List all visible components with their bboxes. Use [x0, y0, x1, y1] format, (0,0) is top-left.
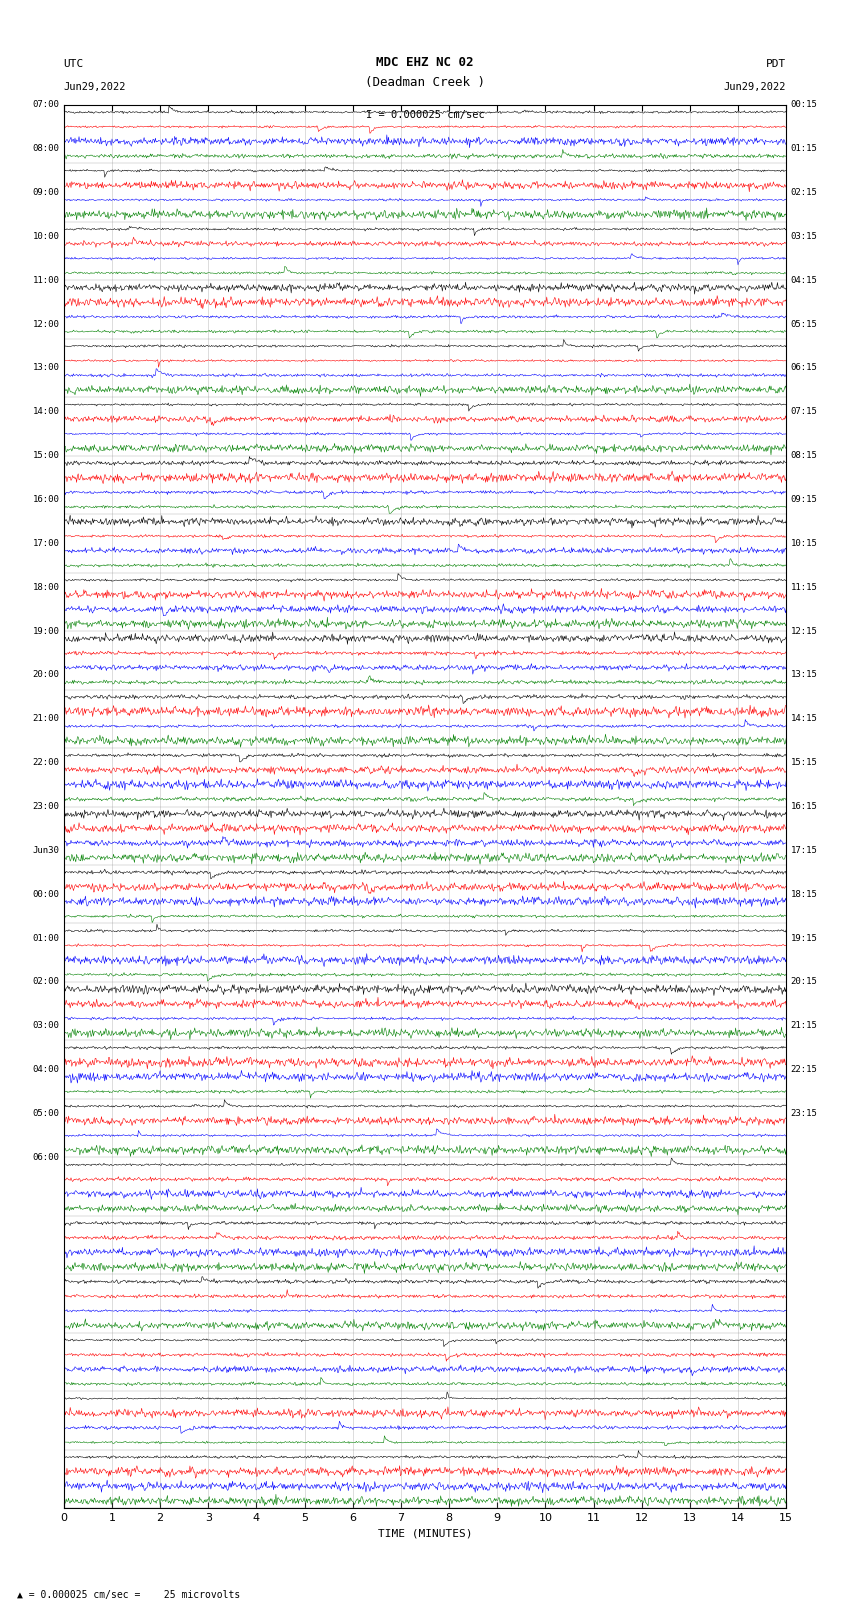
Text: 18:00: 18:00 — [32, 582, 60, 592]
Text: 21:15: 21:15 — [790, 1021, 818, 1031]
Text: UTC: UTC — [64, 60, 84, 69]
Text: 19:00: 19:00 — [32, 626, 60, 636]
Text: 20:00: 20:00 — [32, 671, 60, 679]
Text: 05:00: 05:00 — [32, 1110, 60, 1118]
Text: 07:00: 07:00 — [32, 100, 60, 110]
Text: 19:15: 19:15 — [790, 934, 818, 942]
Text: I = 0.000025 cm/sec: I = 0.000025 cm/sec — [366, 110, 484, 119]
Text: 07:15: 07:15 — [790, 408, 818, 416]
Text: 11:00: 11:00 — [32, 276, 60, 286]
Text: 06:00: 06:00 — [32, 1153, 60, 1161]
Text: 09:00: 09:00 — [32, 189, 60, 197]
Text: 00:00: 00:00 — [32, 890, 60, 898]
Text: 05:15: 05:15 — [790, 319, 818, 329]
Text: ▲ = 0.000025 cm/sec =    25 microvolts: ▲ = 0.000025 cm/sec = 25 microvolts — [17, 1590, 241, 1600]
Text: 09:15: 09:15 — [790, 495, 818, 503]
Text: 14:00: 14:00 — [32, 408, 60, 416]
Text: 17:00: 17:00 — [32, 539, 60, 548]
Text: 03:15: 03:15 — [790, 232, 818, 240]
Text: 20:15: 20:15 — [790, 977, 818, 987]
Text: 01:00: 01:00 — [32, 934, 60, 942]
Text: 06:15: 06:15 — [790, 363, 818, 373]
Text: 13:00: 13:00 — [32, 363, 60, 373]
Text: Jun30: Jun30 — [32, 845, 60, 855]
Text: 16:00: 16:00 — [32, 495, 60, 503]
Text: 02:00: 02:00 — [32, 977, 60, 987]
Text: Jun29,2022: Jun29,2022 — [64, 82, 127, 92]
Text: 00:15: 00:15 — [790, 100, 818, 110]
Text: 10:15: 10:15 — [790, 539, 818, 548]
Text: 14:15: 14:15 — [790, 715, 818, 723]
Text: 16:15: 16:15 — [790, 802, 818, 811]
Text: 21:00: 21:00 — [32, 715, 60, 723]
Text: MDC EHZ NC 02: MDC EHZ NC 02 — [377, 56, 473, 69]
Text: 12:00: 12:00 — [32, 319, 60, 329]
Text: 08:15: 08:15 — [790, 452, 818, 460]
Text: 08:00: 08:00 — [32, 144, 60, 153]
Text: 23:15: 23:15 — [790, 1110, 818, 1118]
Text: 13:15: 13:15 — [790, 671, 818, 679]
X-axis label: TIME (MINUTES): TIME (MINUTES) — [377, 1529, 473, 1539]
Text: 22:00: 22:00 — [32, 758, 60, 768]
Text: 15:15: 15:15 — [790, 758, 818, 768]
Text: 03:00: 03:00 — [32, 1021, 60, 1031]
Text: 12:15: 12:15 — [790, 626, 818, 636]
Text: 02:15: 02:15 — [790, 189, 818, 197]
Text: PDT: PDT — [766, 60, 786, 69]
Text: 23:00: 23:00 — [32, 802, 60, 811]
Text: Jun29,2022: Jun29,2022 — [723, 82, 786, 92]
Text: 10:00: 10:00 — [32, 232, 60, 240]
Text: 04:15: 04:15 — [790, 276, 818, 286]
Text: 17:15: 17:15 — [790, 845, 818, 855]
Text: (Deadman Creek ): (Deadman Creek ) — [365, 76, 485, 89]
Text: 18:15: 18:15 — [790, 890, 818, 898]
Text: 11:15: 11:15 — [790, 582, 818, 592]
Text: 01:15: 01:15 — [790, 144, 818, 153]
Text: 22:15: 22:15 — [790, 1065, 818, 1074]
Text: 15:00: 15:00 — [32, 452, 60, 460]
Text: 04:00: 04:00 — [32, 1065, 60, 1074]
